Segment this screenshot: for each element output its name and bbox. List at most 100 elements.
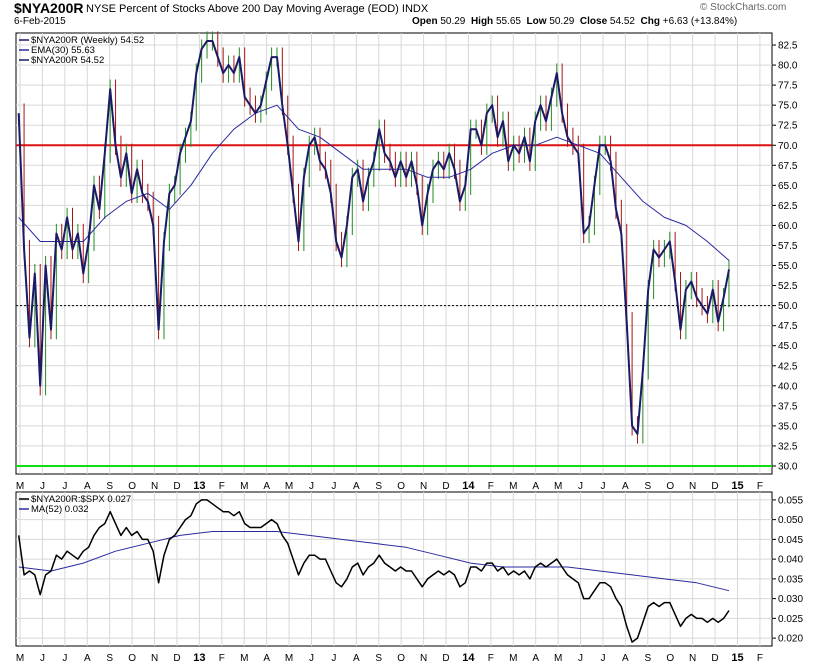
main-month-label: S	[644, 481, 651, 492]
ratio-month-label: J	[309, 653, 314, 664]
ratio-month-label: F	[488, 653, 494, 664]
main-ytick-label: 60.0	[778, 221, 798, 232]
main-month-label: D	[711, 481, 718, 492]
ratio-line	[17, 499, 730, 643]
ratio-month-label: 14	[462, 652, 475, 664]
main-ytick-label: 75.0	[778, 101, 798, 112]
main-month-label: J	[600, 481, 605, 492]
ratio-month-label: S	[106, 653, 113, 664]
ratio-ytick-label: 0.040	[778, 555, 803, 566]
ratio-plot-frame	[15, 491, 773, 647]
main-month-label: F	[757, 481, 763, 492]
main-month-label: A	[353, 481, 360, 492]
price-line	[17, 40, 730, 435]
ratio-month-label: D	[173, 653, 180, 664]
main-month-label: 15	[731, 480, 743, 492]
exchange: INDX	[401, 3, 429, 15]
main-month-label: J	[309, 481, 314, 492]
ratio-month-label: N	[420, 653, 427, 664]
main-month-label: N	[151, 481, 158, 492]
ratio-month-label: F	[219, 653, 225, 664]
main-month-label: N	[420, 481, 427, 492]
ratio-month-label: 13	[193, 652, 205, 664]
ratio-month-label: M	[285, 653, 293, 664]
ratio-month-label: F	[757, 653, 763, 664]
main-month-label: D	[442, 481, 449, 492]
ratio-month-label: M	[509, 653, 517, 664]
ratio-month-label: J	[578, 653, 583, 664]
open-label: Open	[412, 16, 438, 27]
ratio-month-label: O	[128, 653, 136, 664]
ratio-month-label: S	[644, 653, 651, 664]
main-ytick-label: 35.0	[778, 421, 798, 432]
main-month-label: A	[532, 481, 539, 492]
ratio-month-label: M	[240, 653, 248, 664]
main-month-label: 14	[462, 480, 475, 492]
high-value: 55.65	[495, 16, 521, 27]
ratio-month-label: O	[666, 653, 674, 664]
main-month-label: J	[40, 481, 45, 492]
main-month-label: D	[173, 481, 180, 492]
watermark: © StockCharts.com	[700, 2, 787, 13]
main-month-label: M	[509, 481, 517, 492]
ratio-month-label: A	[532, 653, 539, 664]
ratio-month-label: J	[331, 653, 336, 664]
main-month-label: M	[240, 481, 248, 492]
main-ytick-label: 45.0	[778, 341, 798, 352]
chart-date: 6-Feb-2015	[14, 16, 66, 27]
main-month-label: A	[84, 481, 91, 492]
main-ytick-label: 67.5	[778, 161, 798, 172]
ratio-month-label: A	[353, 653, 360, 664]
main-ytick-label: 30.0	[778, 461, 798, 472]
ratio-month-label: M	[554, 653, 562, 664]
main-ytick-label: 32.5	[778, 441, 798, 452]
ratio-month-label: A	[84, 653, 91, 664]
ratio-ytick-label: 0.035	[778, 574, 803, 585]
main-month-label: F	[488, 481, 494, 492]
main-ytick-label: 47.5	[778, 321, 798, 332]
ratio-month-label: O	[397, 653, 405, 664]
chg-label: Chg	[640, 16, 660, 27]
main-ytick-label: 65.0	[778, 181, 798, 192]
ratio-ytick-label: 0.050	[778, 515, 803, 526]
main-month-label: J	[331, 481, 336, 492]
main-month-label: M	[16, 481, 24, 492]
ratio-ytick-label: 0.045	[778, 535, 803, 546]
main-ytick-label: 40.0	[778, 381, 798, 392]
main-ytick-label: 62.5	[778, 201, 798, 212]
main-ytick-label: 52.5	[778, 281, 798, 292]
ratio-ytick-label: 0.055	[778, 495, 803, 506]
ratio-ytick-label: 0.030	[778, 594, 803, 605]
high-label: High	[470, 16, 494, 27]
ratio-month-label: M	[16, 653, 24, 664]
main-legend-label: EMA(30) 55.63	[31, 45, 95, 56]
close-label: Close	[579, 16, 608, 27]
main-legend-label: $NYA200R (Weekly) 54.52	[31, 35, 144, 46]
ratio-month-label: 15	[731, 652, 743, 664]
ma52-line	[18, 531, 730, 592]
main-ytick-label: 82.5	[778, 41, 798, 52]
ohlc-readout: Open 50.29 High 55.65 Low 50.29 Close 54…	[412, 16, 737, 27]
main-month-label: J	[62, 481, 67, 492]
main-plot-frame	[15, 32, 773, 475]
main-month-label: S	[106, 481, 113, 492]
main-ytick-label: 42.5	[778, 361, 798, 372]
close-value: 54.52	[609, 16, 635, 27]
main-month-label: J	[578, 481, 583, 492]
ratio-month-label: A	[263, 653, 270, 664]
ratio-month-label: D	[442, 653, 449, 664]
main-ytick-label: 55.0	[778, 261, 798, 272]
main-month-label: O	[397, 481, 405, 492]
chg-value: +6.63 (+13.84%)	[662, 16, 738, 27]
ratio-ytick-label: 0.020	[778, 634, 803, 645]
main-month-label: 13	[193, 480, 205, 492]
main-month-label: A	[622, 481, 629, 492]
title-text: NYSE Percent of Stocks Above 200 Day Mov…	[86, 3, 399, 15]
main-month-label: S	[375, 481, 382, 492]
main-month-label: F	[219, 481, 225, 492]
open-value: 50.29	[440, 16, 466, 27]
ratio-legend-label: MA(52) 0.032	[31, 504, 89, 515]
low-label: Low	[526, 16, 547, 27]
ratio-month-label: J	[62, 653, 67, 664]
